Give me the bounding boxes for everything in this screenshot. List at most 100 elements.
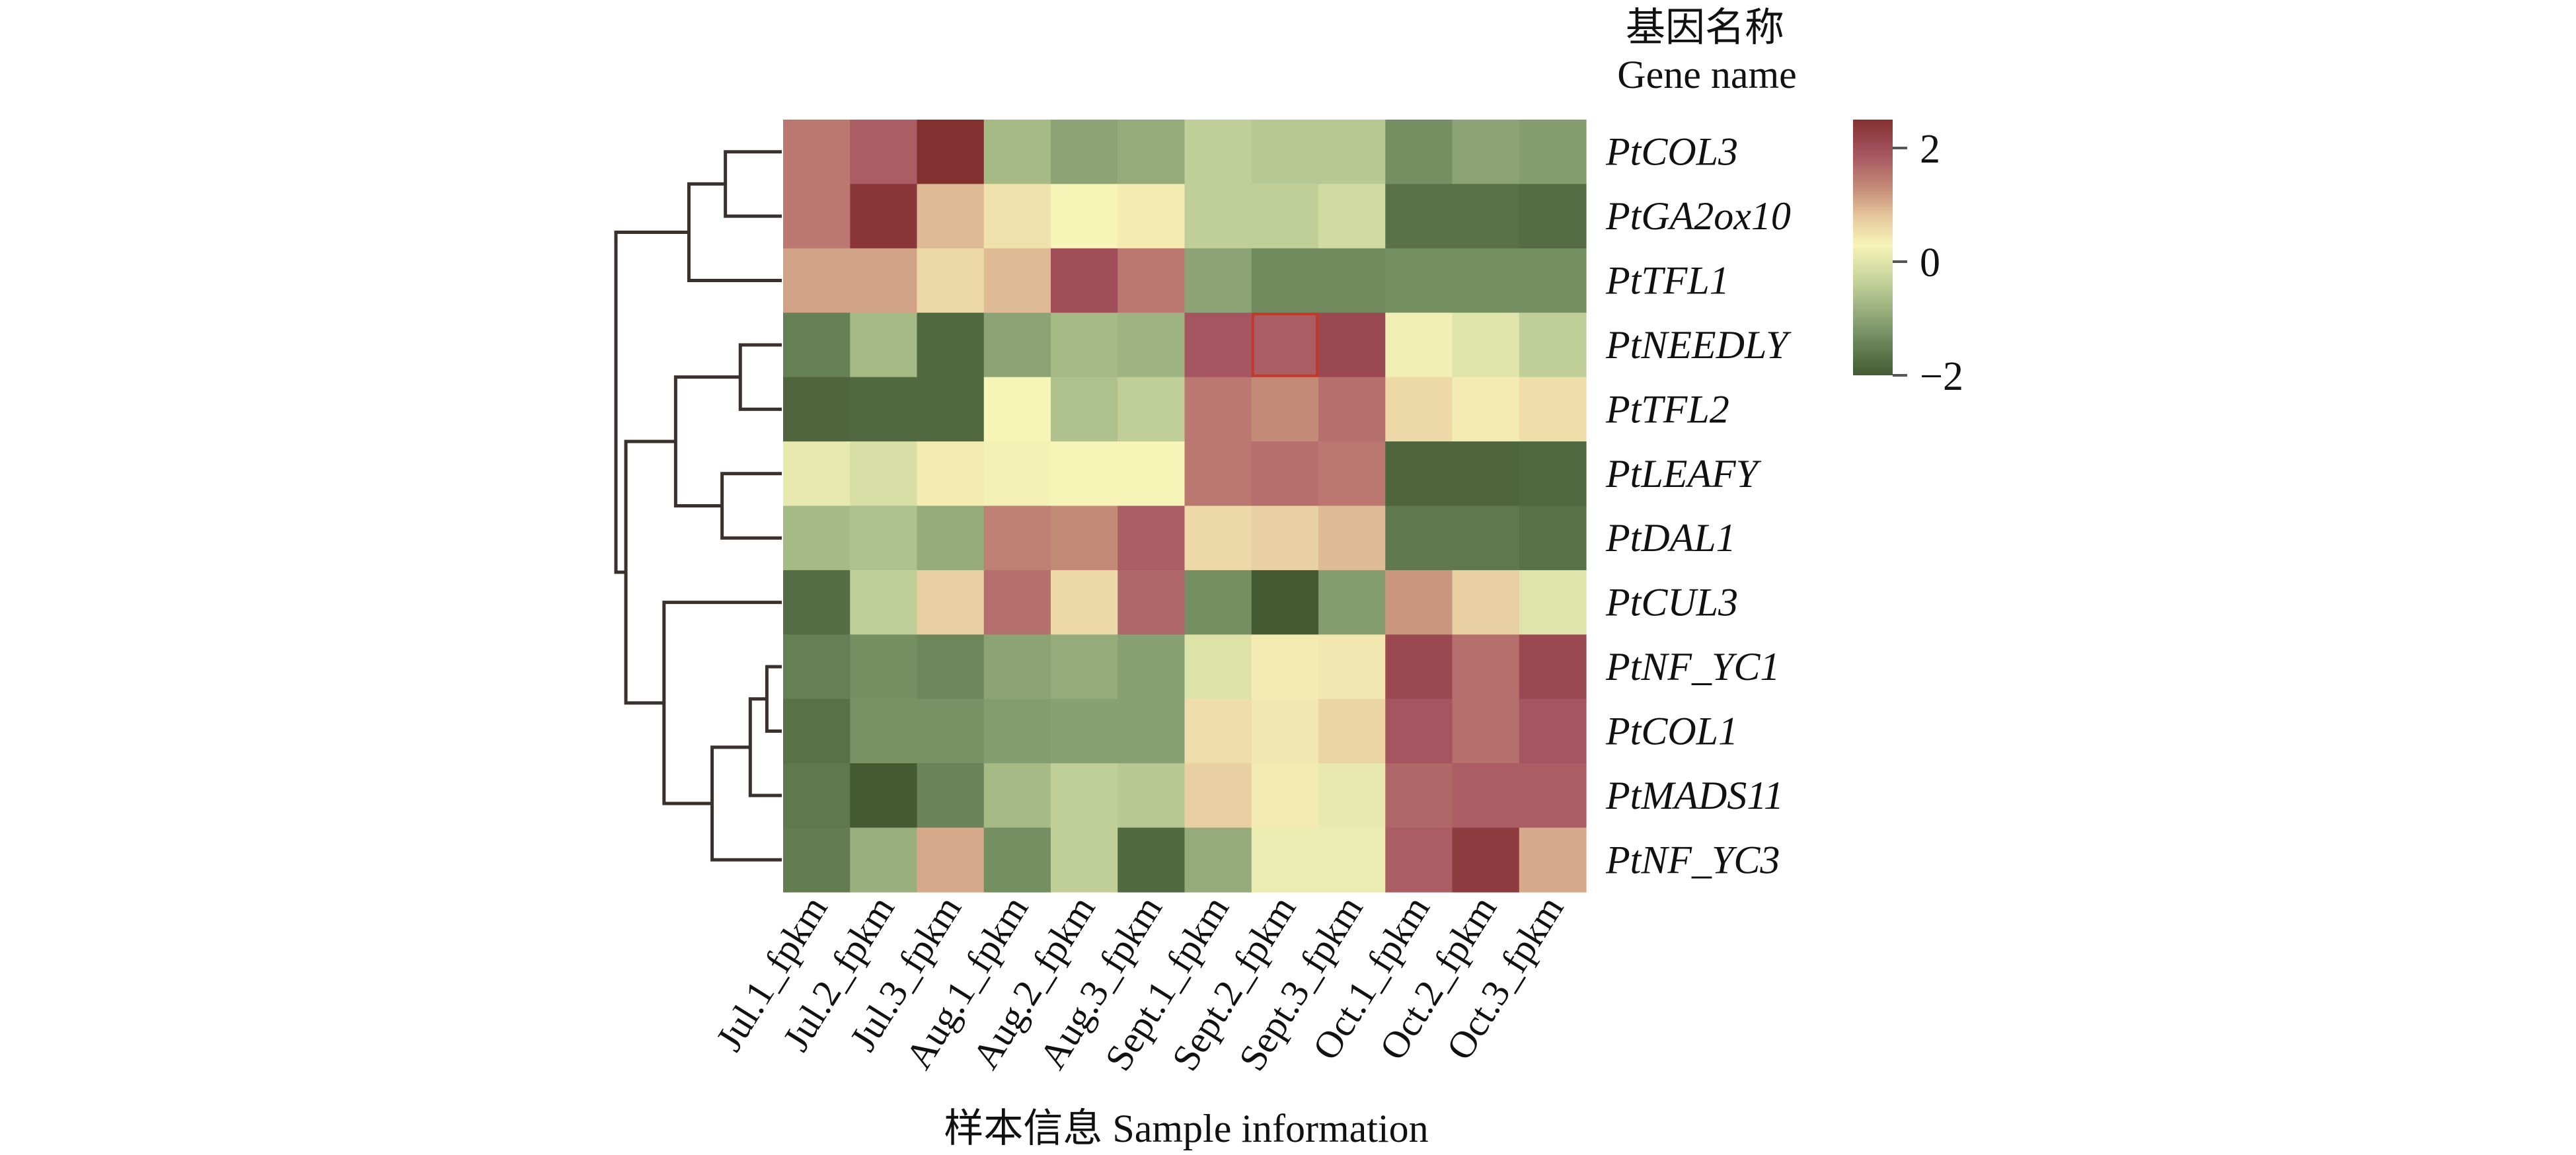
dendrogram-branch (710, 745, 782, 862)
heatmap-cell (1318, 698, 1386, 764)
heatmap-cell (1184, 441, 1252, 507)
heatmap-cell (1452, 505, 1520, 571)
gene-labels: PtCOL3 PtGA2ox10 PtTFL1 PtNEEDLY PtTFL2 PtLEA… (1605, 130, 1792, 882)
gene-label: PtGA2ox10 (1605, 194, 1791, 238)
heatmap-cell (917, 827, 985, 893)
heatmap-cell (1519, 377, 1587, 442)
heatmap-cell (850, 570, 918, 635)
heatmap-cell (983, 698, 1051, 764)
heatmap-cell (783, 184, 851, 249)
heatmap-cell (1184, 377, 1252, 442)
heatmap-cell (983, 570, 1051, 635)
heatmap-cell (1184, 763, 1252, 829)
heatmap-cell (1318, 120, 1386, 185)
heatmap-cell (1184, 120, 1252, 185)
heatmap-cell (1385, 763, 1453, 829)
heatmap-cell (983, 184, 1051, 249)
heatmap-cell (917, 763, 985, 829)
heatmap-cell (1452, 184, 1520, 249)
heatmap-cell (1519, 634, 1587, 700)
heatmap-cell (850, 313, 918, 378)
heatmap-cell (1051, 313, 1118, 378)
heatmap-cell (1251, 184, 1319, 249)
heatmap-cell (1452, 120, 1520, 185)
heatmap-cell (1251, 570, 1319, 635)
heatmap-cell (850, 377, 918, 442)
heatmap-cell (850, 634, 918, 700)
heatmap-cell (1184, 313, 1252, 378)
heatmap-cell (1118, 377, 1186, 442)
heatmap-cell (850, 763, 918, 829)
dendrogram-branch (662, 601, 782, 805)
x-axis-title: 样本信息 Sample information (944, 1107, 1428, 1150)
row-title-en: Gene name (1617, 53, 1797, 96)
heatmap-cell (983, 441, 1051, 507)
heatmap-cell (1385, 248, 1453, 313)
heatmap-cell (783, 377, 851, 442)
highlighted-cell-outline (1251, 313, 1318, 377)
heatmap-cell (1318, 184, 1386, 249)
heatmap-cell (1452, 570, 1520, 635)
heatmap-cell (850, 120, 918, 185)
heatmap-cell (1519, 827, 1587, 893)
heatmap-cell (1051, 248, 1118, 313)
heatmap-cell (917, 120, 985, 185)
heatmap-cell (1385, 377, 1453, 442)
heatmap-cell (783, 570, 851, 635)
heatmap-cell (1385, 698, 1453, 764)
heatmap-cell (983, 763, 1051, 829)
heatmap-cell (1251, 505, 1319, 571)
dendrogram-branch (765, 665, 782, 733)
heatmap-cell (1519, 120, 1587, 185)
dendrogram-branch (624, 439, 676, 705)
gene-label: PtDAL1 (1605, 516, 1736, 560)
heatmap-cell (783, 634, 851, 700)
heatmap-cell (1051, 763, 1118, 829)
heatmap-cell (1118, 570, 1186, 635)
heatmap-cell (1118, 763, 1186, 829)
heatmap-cell (1051, 120, 1118, 185)
heatmap-cell (1251, 763, 1319, 829)
heatmap-cell (1519, 248, 1587, 313)
heatmap-cell (1452, 634, 1520, 700)
heatmap-cell (917, 313, 985, 378)
heatmap-cell (1184, 505, 1252, 571)
heatmap-cell (850, 505, 918, 571)
heatmap-cell (983, 313, 1051, 378)
heatmap-cell (917, 248, 985, 313)
heatmap-cell (1385, 313, 1453, 378)
heatmap-cell (1184, 634, 1252, 700)
dendrogram-branch (687, 182, 782, 283)
heatmap-cell (1118, 441, 1186, 507)
heatmap-cell (783, 441, 851, 507)
heatmap-cell (917, 441, 985, 507)
gene-label: PtNF_YC1 (1605, 645, 1780, 689)
heatmap-cell (917, 377, 985, 442)
heatmap-cell (917, 634, 985, 700)
heatmap-cell (850, 827, 918, 893)
dendrogram-branch (720, 472, 782, 540)
heatmap-cell (1385, 634, 1453, 700)
heatmap-cell (1452, 763, 1520, 829)
heatmap-cell (1051, 634, 1118, 700)
dendrogram-branch (724, 150, 782, 218)
heatmap-cell (1452, 441, 1520, 507)
color-scale-bar (1853, 120, 1893, 375)
heatmap-cell (1251, 827, 1319, 893)
heatmap-cell (783, 120, 851, 185)
heatmap-cell (1452, 827, 1520, 893)
heatmap-cell (1251, 377, 1319, 442)
heatmap-cell (1251, 248, 1319, 313)
heatmap-cell (1251, 120, 1319, 185)
gene-label: PtTFL2 (1605, 387, 1729, 431)
dendrogram-branch (614, 230, 689, 574)
gene-label: PtTFL1 (1605, 259, 1729, 303)
heatmap-cell (983, 827, 1051, 893)
heatmap-cell (1318, 377, 1386, 442)
heatmap-cell (1051, 377, 1118, 442)
heatmap-cell (1251, 441, 1319, 507)
heatmap-cell (1184, 184, 1252, 249)
heatmap-cell (1452, 248, 1520, 313)
heatmap-cell (783, 505, 851, 571)
heatmap-cell (1118, 827, 1186, 893)
